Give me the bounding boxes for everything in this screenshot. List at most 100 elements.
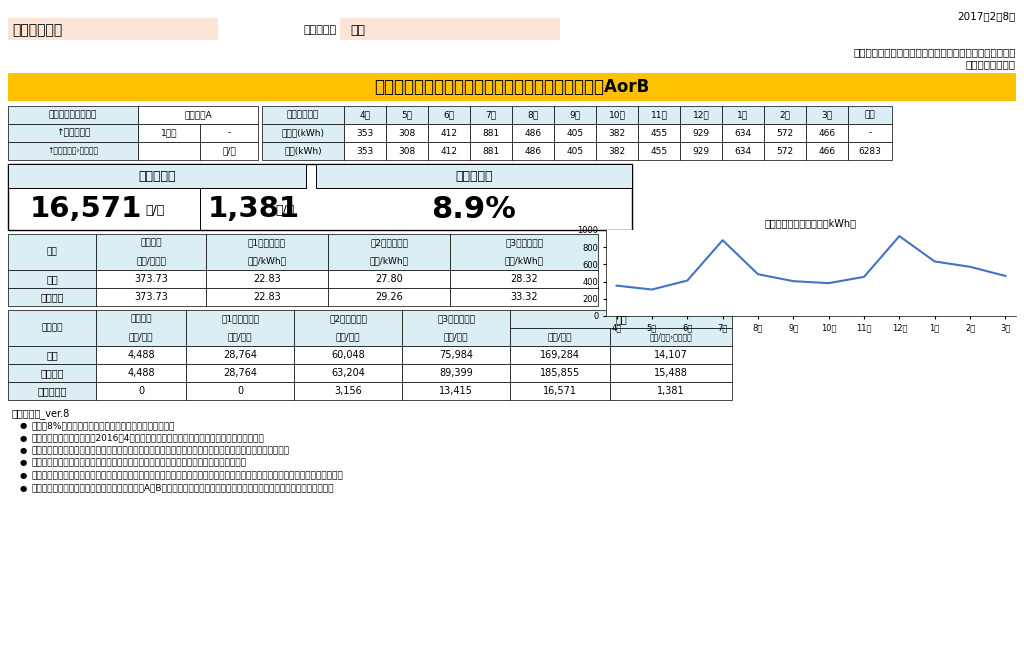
Text: 353: 353 <box>356 147 374 155</box>
Bar <box>138 106 258 124</box>
Text: 12月: 12月 <box>692 110 710 120</box>
Text: 15,488: 15,488 <box>654 368 688 378</box>
Title: 月々の推定使用電力量（kWh）: 月々の推定使用電力量（kWh） <box>765 218 857 228</box>
Bar <box>428 124 470 142</box>
Bar <box>722 124 764 142</box>
Text: 466: 466 <box>818 129 836 137</box>
Text: 第2段従量料金: 第2段従量料金 <box>329 315 367 323</box>
Bar <box>638 124 680 142</box>
Bar <box>96 288 206 306</box>
Text: （円/契約）: （円/契約） <box>136 256 166 266</box>
Text: 0: 0 <box>237 386 243 396</box>
Text: 1契約: 1契約 <box>161 129 177 137</box>
Bar <box>510 382 610 400</box>
Text: 料金試算: 料金試算 <box>41 323 62 333</box>
Text: 353: 353 <box>356 129 374 137</box>
Bar <box>610 364 732 382</box>
Text: 電気料金シミュレーション＿近畑エリア＿従量電灯AorB: 電気料金シミュレーション＿近畑エリア＿従量電灯AorB <box>375 78 649 96</box>
Bar <box>262 124 344 142</box>
Bar <box>138 142 200 160</box>
Text: 13,415: 13,415 <box>439 386 473 396</box>
Text: （円/年）: （円/年） <box>443 333 468 341</box>
Bar <box>680 142 722 160</box>
Text: 関西電力＿契約種別: 関西電力＿契約種別 <box>49 110 97 120</box>
Bar <box>596 142 638 160</box>
Bar <box>848 142 892 160</box>
Text: 572: 572 <box>776 129 794 137</box>
Text: 75,984: 75,984 <box>439 350 473 360</box>
Text: （円/月）›通年平均: （円/月）›通年平均 <box>649 333 692 341</box>
Text: ↑＿契約容量: ↑＿契約容量 <box>56 129 90 137</box>
Text: ご入力(kWh): ご入力(kWh) <box>282 129 325 137</box>
Bar <box>596 124 638 142</box>
Bar <box>8 164 306 188</box>
Bar <box>328 288 450 306</box>
Bar <box>8 270 96 288</box>
Text: 第2段従量料金: 第2段従量料金 <box>370 238 408 248</box>
Bar <box>340 18 560 40</box>
Bar <box>680 124 722 142</box>
Text: 4月: 4月 <box>359 110 371 120</box>
Bar <box>806 142 848 160</box>
Bar <box>638 142 680 160</box>
Text: 3月: 3月 <box>821 110 833 120</box>
Bar <box>186 310 294 346</box>
Text: 7月: 7月 <box>485 110 497 120</box>
Text: （円/kWh）: （円/kWh） <box>370 256 409 266</box>
Bar <box>596 106 638 124</box>
Text: （円/kWh）: （円/kWh） <box>248 256 287 266</box>
Text: 16,571: 16,571 <box>30 195 142 223</box>
Bar <box>470 106 512 124</box>
Text: 185,855: 185,855 <box>540 368 581 378</box>
Bar <box>470 124 512 142</box>
Text: 486: 486 <box>524 147 542 155</box>
Bar <box>722 142 764 160</box>
Bar <box>8 310 96 346</box>
Bar <box>428 142 470 160</box>
Text: 1月: 1月 <box>737 110 749 120</box>
Text: 881: 881 <box>482 129 500 137</box>
Text: 第3段従量料金: 第3段従量料金 <box>505 238 543 248</box>
Bar <box>344 142 386 160</box>
Bar <box>428 106 470 124</box>
Text: 8.9%: 8.9% <box>431 195 516 224</box>
Bar <box>96 346 186 364</box>
Text: 単価: 単価 <box>47 248 57 256</box>
Bar <box>848 124 892 142</box>
Text: 28,764: 28,764 <box>223 368 257 378</box>
Text: 22.83: 22.83 <box>253 274 281 284</box>
Text: ●: ● <box>20 459 28 467</box>
Text: 0: 0 <box>138 386 144 396</box>
Text: 10月: 10月 <box>608 110 626 120</box>
Text: 412: 412 <box>440 129 458 137</box>
Text: 第3段従量料金: 第3段従量料金 <box>437 315 475 323</box>
Text: イーレックス・スパーク・エリアマーケティング株式会社: イーレックス・スパーク・エリアマーケティング株式会社 <box>853 47 1016 57</box>
Bar <box>344 106 386 124</box>
Text: 5月: 5月 <box>401 110 413 120</box>
Bar <box>806 106 848 124</box>
Bar <box>200 142 258 160</box>
Bar <box>294 382 402 400</box>
Text: 6283: 6283 <box>858 147 882 155</box>
Text: ●: ● <box>20 421 28 430</box>
Bar <box>402 364 510 382</box>
Text: -: - <box>868 129 871 137</box>
Bar <box>96 270 206 288</box>
Bar <box>8 18 218 40</box>
Text: 第1段従量料金: 第1段従量料金 <box>221 315 259 323</box>
Text: 455: 455 <box>650 129 668 137</box>
Text: お客様使用量: お客様使用量 <box>287 110 319 120</box>
Bar <box>316 164 632 188</box>
Bar <box>680 106 722 124</box>
Text: 634: 634 <box>734 147 752 155</box>
Bar <box>554 142 596 160</box>
Bar <box>510 364 610 382</box>
Bar <box>8 73 1016 101</box>
Text: 円/月: 円/月 <box>275 205 294 218</box>
Bar <box>512 106 554 124</box>
Bar <box>294 364 402 382</box>
Bar <box>8 382 96 400</box>
Bar <box>8 288 96 306</box>
Bar <box>510 346 610 364</box>
Text: 27.80: 27.80 <box>375 274 402 284</box>
